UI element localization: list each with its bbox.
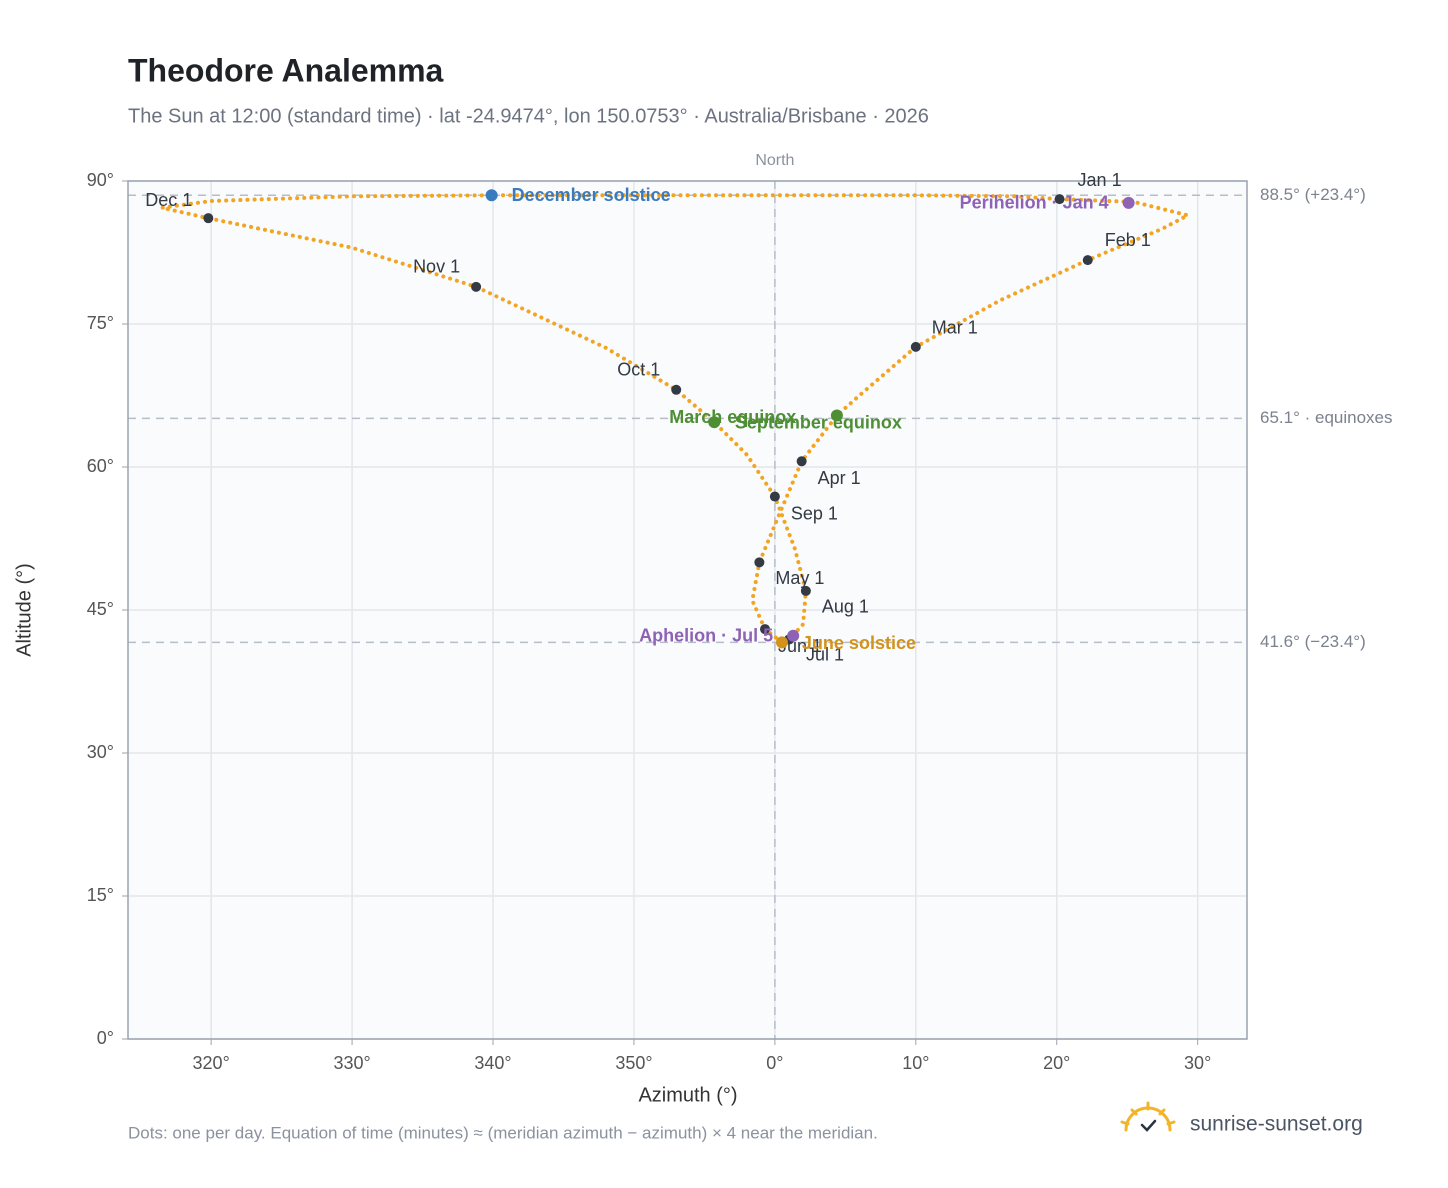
y-tick-label: 90° — [87, 170, 114, 190]
reference-label: 88.5° (+23.4°) — [1260, 185, 1366, 204]
event-marker — [787, 629, 800, 642]
month-marker — [760, 624, 771, 635]
event-label: Aphelion · Jul 5 — [639, 625, 773, 645]
month-marker — [754, 557, 765, 568]
reference-label: 65.1° · equinoxes — [1260, 408, 1393, 427]
x-tick-label: 30° — [1184, 1053, 1211, 1073]
x-tick-label: 0° — [766, 1053, 783, 1073]
y-tick-label: 45° — [87, 599, 114, 619]
chart-title: Theodore Analemma — [128, 52, 444, 88]
month-label: May 1 — [775, 568, 824, 588]
event-label: December solstice — [512, 185, 671, 205]
x-tick-label: 20° — [1043, 1053, 1070, 1073]
y-tick-label: 0° — [97, 1028, 114, 1048]
event-label: September equinox — [735, 412, 902, 432]
month-label: Aug 1 — [822, 597, 869, 617]
month-marker — [671, 384, 682, 395]
month-marker — [203, 213, 214, 224]
brand-logo — [1120, 1101, 1176, 1132]
x-axis-title: Azimuth (°) — [638, 1084, 737, 1106]
month-marker — [1082, 255, 1093, 266]
month-label: Dec 1 — [145, 190, 192, 210]
x-tick-label: 350° — [615, 1053, 652, 1073]
event-label: June solstice — [802, 633, 916, 653]
brand-name: sunrise-sunset.org — [1190, 1113, 1363, 1136]
x-tick-label: 340° — [474, 1053, 511, 1073]
event-marker — [708, 416, 721, 429]
month-marker — [1054, 194, 1065, 205]
y-tick-label: 30° — [87, 742, 114, 762]
month-marker — [769, 491, 780, 502]
x-tick-label: 10° — [902, 1053, 929, 1073]
meridian-label: North — [755, 152, 794, 169]
reference-lines — [128, 181, 1247, 1039]
y-tick-label: 60° — [87, 456, 114, 476]
x-tick-label: 330° — [333, 1053, 370, 1073]
month-label: Oct 1 — [617, 360, 660, 380]
event-label: Perihelion · Jan 4 — [960, 193, 1109, 213]
month-marker — [796, 456, 807, 467]
reference-label: 41.6° (−23.4°) — [1260, 632, 1366, 651]
event-marker — [485, 189, 498, 202]
month-marker — [910, 341, 921, 352]
x-tick-label: 320° — [193, 1053, 230, 1073]
month-marker — [471, 281, 482, 292]
month-label: Feb 1 — [1105, 230, 1151, 250]
month-label: Apr 1 — [818, 468, 861, 488]
month-label: Mar 1 — [932, 318, 978, 338]
month-label: Nov 1 — [413, 257, 460, 277]
month-label: Jan 1 — [1078, 170, 1122, 190]
y-tick-label: 15° — [87, 885, 114, 905]
event-label: March equinox — [669, 407, 796, 427]
month-marker — [800, 585, 811, 596]
y-axis-title: Altitude (°) — [13, 563, 35, 657]
event-marker — [775, 636, 788, 649]
chart-subtitle: The Sun at 12:00 (standard time) · lat -… — [128, 105, 929, 127]
footnote: Dots: one per day. Equation of time (min… — [128, 1123, 878, 1142]
event-marker — [1122, 196, 1135, 209]
month-label: Sep 1 — [791, 503, 838, 523]
y-tick-label: 75° — [87, 313, 114, 333]
event-marker — [830, 409, 843, 422]
month-label: Jul 1 — [806, 644, 844, 664]
